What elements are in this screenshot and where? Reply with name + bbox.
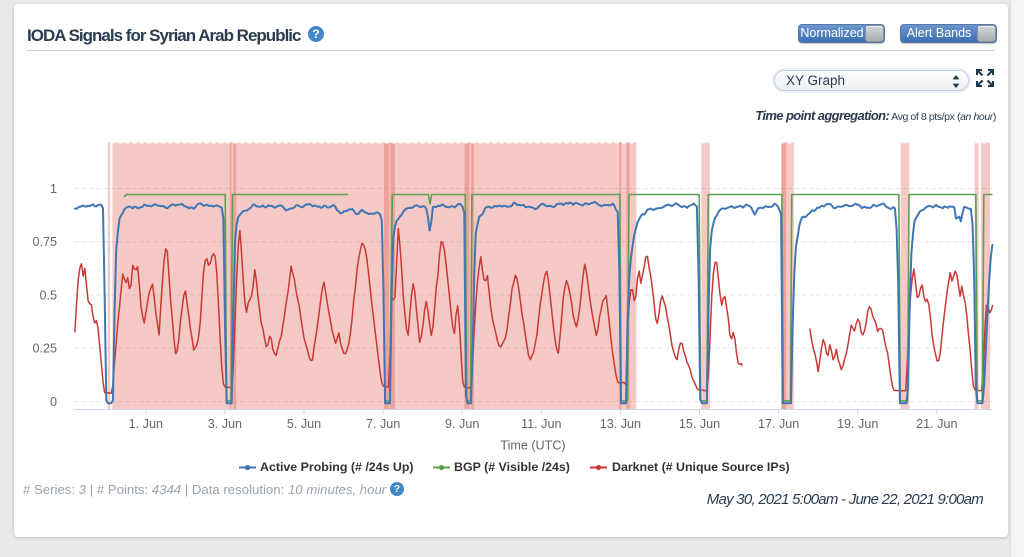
svg-text:17. Jun: 17. Jun — [758, 417, 799, 431]
svg-text:0.5: 0.5 — [39, 288, 57, 302]
svg-text:0.75: 0.75 — [32, 235, 57, 249]
svg-text:19. Jun: 19. Jun — [837, 417, 878, 431]
svg-text:5. Jun: 5. Jun — [287, 417, 321, 431]
svg-text:1. Jun: 1. Jun — [129, 417, 163, 431]
svg-text:21. Jun: 21. Jun — [916, 417, 957, 431]
svg-text:9. Jun: 9. Jun — [445, 417, 479, 431]
svg-text:Time (UTC): Time (UTC) — [500, 439, 565, 453]
svg-text:7. Jun: 7. Jun — [366, 417, 400, 431]
svg-text:15. Jun: 15. Jun — [679, 417, 720, 431]
svg-text:13. Jun: 13. Jun — [600, 417, 641, 431]
svg-text:0.25: 0.25 — [32, 342, 57, 356]
svg-text:3. Jun: 3. Jun — [208, 417, 242, 431]
svg-text:1: 1 — [50, 182, 57, 196]
svg-text:0: 0 — [50, 395, 57, 409]
svg-text:11. Jun: 11. Jun — [521, 417, 561, 431]
